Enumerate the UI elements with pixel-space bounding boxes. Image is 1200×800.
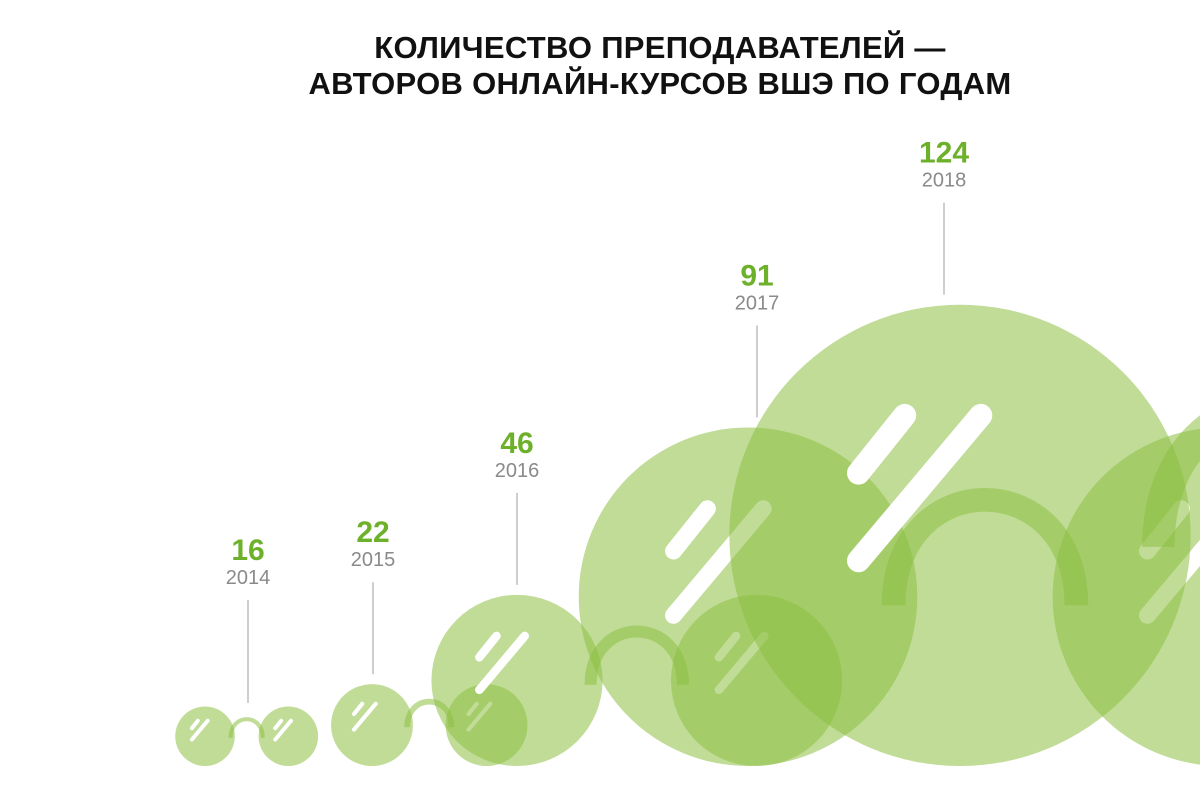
glasses-2018 <box>729 304 1200 766</box>
chart-title-line-1: КОЛИЧЕСТВО ПРЕПОДАВАТЕЛЕЙ — <box>374 30 946 65</box>
value-label: 22 <box>356 516 389 549</box>
lens-glare-short <box>189 718 200 731</box>
year-label: 2016 <box>495 460 540 482</box>
lens-glare-long <box>351 701 378 732</box>
lens-glare-long <box>475 631 529 695</box>
value-label: 16 <box>231 534 264 567</box>
value-label: 46 <box>500 427 533 460</box>
year-label: 2018 <box>922 170 967 192</box>
lens-circle <box>331 684 413 766</box>
lens-circle <box>175 706 235 766</box>
lens-glare-short <box>846 403 917 485</box>
lens-circle <box>729 304 1191 766</box>
glasses-bridge <box>228 717 265 738</box>
lens-glare-short <box>475 631 501 662</box>
lens-glare-long <box>189 718 210 742</box>
value-label: 91 <box>740 259 773 292</box>
lens-glare-short <box>273 718 284 731</box>
value-label: 124 <box>919 137 969 170</box>
chart-title: КОЛИЧЕСТВО ПРЕПОДАВАТЕЛЕЙ — АВТОРОВ ОНЛА… <box>160 30 1160 102</box>
year-label: 2015 <box>351 549 396 571</box>
lens-glare-short <box>351 701 365 717</box>
lens-glare-short <box>665 500 716 560</box>
year-label: 2017 <box>735 292 780 314</box>
chart-title-line-2: АВТОРОВ ОНЛАЙН-КУРСОВ ВШЭ ПО ГОДАМ <box>308 66 1012 101</box>
lens-circle <box>431 594 603 766</box>
lens-glare-long <box>846 403 993 573</box>
lens-glare-long <box>273 718 294 742</box>
lens-circle <box>258 706 319 766</box>
glasses-bridge <box>1142 415 1200 548</box>
glasses-2014 <box>175 706 319 766</box>
year-label: 2014 <box>226 567 271 589</box>
